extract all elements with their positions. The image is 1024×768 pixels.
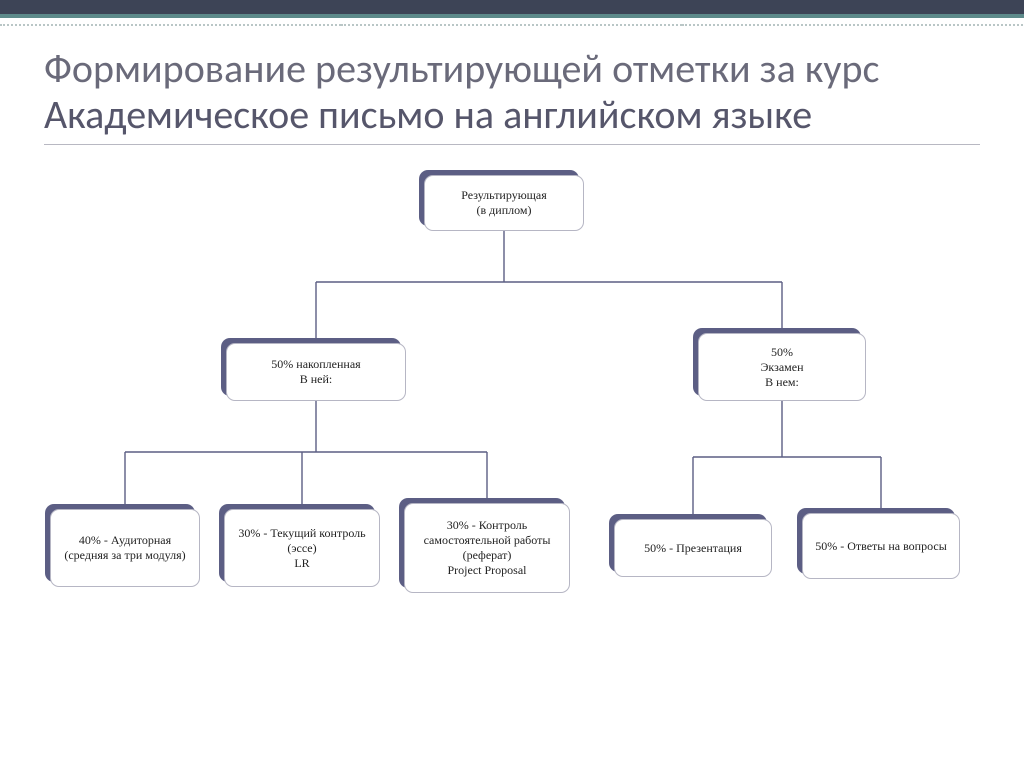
node-ex2: 50% - Ответы на вопросы <box>802 513 960 579</box>
top-bar <box>0 0 1024 18</box>
node-exam: 50%ЭкзаменВ нем: <box>698 333 866 401</box>
node-acc2: 30% - Текущий контроль (эссе)LR <box>224 509 380 587</box>
node-root: Результирующая(в диплом) <box>424 175 584 231</box>
connectors <box>44 157 980 677</box>
node-acc1: 40% - Аудиторная(средняя за три модуля) <box>50 509 200 587</box>
title-light: Формирование результирующей отметки за к… <box>44 44 879 93</box>
slide-title: Формирование результирующей отметки за к… <box>44 46 980 145</box>
org-chart: Результирующая(в диплом) 50% накопленнаяВ… <box>44 157 980 677</box>
node-acc: 50% накопленнаяВ ней: <box>226 343 406 401</box>
title-bold: Академическое письмо на английском языке <box>44 90 812 139</box>
node-ex1: 50% - Презентация <box>614 519 772 577</box>
dotted-divider <box>0 22 1024 28</box>
node-acc3: 30% - Контроль самостоятельной работы (р… <box>404 503 570 593</box>
